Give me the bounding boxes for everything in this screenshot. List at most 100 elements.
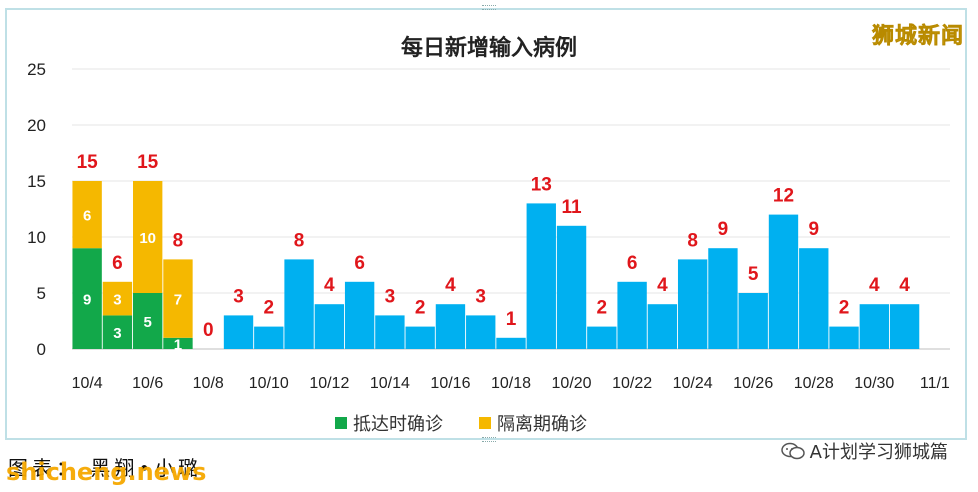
- total-label: 8: [173, 230, 184, 251]
- total-label: 4: [899, 275, 910, 296]
- legend-label: 抵达时确诊: [353, 414, 443, 435]
- x-tick-label: 10/4: [72, 375, 103, 392]
- bar-segment: [72, 248, 102, 349]
- total-label: 3: [475, 286, 486, 307]
- bar-segment: [254, 326, 284, 349]
- total-label: 8: [687, 230, 698, 251]
- bar-segment: [617, 281, 647, 349]
- segment-label: 3: [113, 292, 121, 309]
- legend-item-arrival: 抵达时确诊: [335, 410, 443, 436]
- bar-segment: [133, 181, 163, 293]
- total-label: 0: [203, 320, 214, 341]
- total-label: 6: [112, 253, 123, 274]
- total-label: 13: [531, 174, 552, 195]
- resize-handle-top[interactable]: [482, 5, 496, 10]
- x-tick-label: 10/12: [309, 375, 349, 392]
- total-label: 3: [233, 286, 244, 307]
- total-label: 8: [294, 230, 305, 251]
- total-label: 9: [808, 219, 819, 240]
- bar-segment: [314, 304, 345, 349]
- bar-segment: [435, 304, 466, 349]
- x-tick-label: 10/16: [430, 375, 470, 392]
- bar-segment: [163, 337, 193, 349]
- bar-segment: [466, 315, 496, 349]
- x-tick-label: 10/28: [794, 375, 834, 392]
- bar-segment: [284, 259, 314, 349]
- bar-segment: [829, 326, 859, 349]
- total-label: 4: [324, 275, 335, 296]
- bar-segment: [405, 326, 435, 349]
- total-label: 2: [597, 298, 608, 319]
- bar-segment: [738, 293, 768, 349]
- x-tick-label: 10/24: [673, 375, 713, 392]
- total-label: 11: [562, 197, 583, 218]
- x-tick-label: 11/1: [920, 375, 950, 392]
- segment-label: 5: [144, 314, 152, 331]
- total-label: 1: [506, 309, 517, 330]
- total-label: 2: [415, 298, 426, 319]
- x-tick-label: 10/14: [370, 375, 410, 392]
- bar-segment: [344, 281, 375, 349]
- x-tick-label: 10/10: [249, 375, 289, 392]
- bar-segment: [496, 337, 526, 349]
- total-label: 4: [445, 275, 456, 296]
- bar-segment: [708, 248, 738, 349]
- segment-label: 9: [83, 292, 91, 309]
- x-tick-label: 10/8: [193, 375, 224, 392]
- x-tick-label: 10/26: [733, 375, 773, 392]
- bar-segment: [72, 181, 102, 249]
- bar-segment: [768, 214, 799, 349]
- legend-item-quarantine: 隔离期确诊: [479, 410, 587, 436]
- total-label: 5: [748, 264, 759, 285]
- legend-swatch-yellow: [479, 417, 491, 429]
- bar-segment: [556, 225, 587, 349]
- resize-handle-bottom[interactable]: [482, 437, 496, 442]
- account-name: A计划学习狮城篇: [809, 442, 948, 463]
- bar-segment: [889, 304, 920, 349]
- total-label: 4: [869, 275, 880, 296]
- bar-segment: [102, 281, 133, 316]
- y-tick-label: 10: [27, 228, 46, 247]
- bar-segment: [677, 259, 708, 349]
- bar-segment: [647, 304, 678, 349]
- bar-segment: [799, 248, 829, 349]
- x-tick-label: 10/6: [132, 375, 163, 392]
- y-tick-label: 20: [27, 116, 46, 135]
- total-label: 2: [839, 298, 850, 319]
- bar-segment: [163, 259, 193, 338]
- bar-segment: [102, 315, 133, 349]
- total-label: 6: [627, 253, 638, 274]
- total-label: 6: [354, 253, 365, 274]
- site-watermark: shicheng.news: [6, 458, 207, 486]
- segment-label: 3: [113, 325, 121, 342]
- wechat-icon: [780, 442, 805, 460]
- bar-segment: [223, 315, 254, 349]
- total-label: 15: [137, 152, 159, 173]
- total-label: 4: [657, 275, 668, 296]
- y-tick-label: 15: [27, 172, 46, 191]
- y-tick-label: 25: [27, 60, 46, 79]
- bar-segment: [375, 315, 405, 349]
- legend-label: 隔离期确诊: [497, 414, 587, 435]
- chart-title: 每日新增输入病例: [400, 36, 577, 61]
- segment-label: 6: [83, 208, 91, 225]
- chart-caption: 图表： 黑翔•小璐: [8, 456, 203, 480]
- bar-segment: [133, 293, 163, 349]
- y-tick-label: 0: [37, 340, 46, 359]
- x-tick-label: 10/20: [552, 375, 592, 392]
- bar-segment: [587, 326, 617, 349]
- bar-segment: [859, 304, 889, 349]
- total-label: 9: [718, 219, 729, 240]
- total-label: 2: [264, 298, 275, 319]
- total-label: 15: [77, 152, 99, 173]
- watermark-logo: 狮城新闻: [871, 24, 964, 50]
- bar-segment: [526, 203, 556, 349]
- total-label: 3: [385, 286, 396, 307]
- segment-label: 1: [174, 336, 182, 353]
- y-tick-label: 5: [37, 284, 46, 303]
- legend: 抵达时确诊 隔离期确诊: [335, 410, 587, 436]
- x-tick-label: 10/18: [491, 375, 531, 392]
- chart-frame: [5, 8, 967, 440]
- account-tag: A计划学习狮城篇: [780, 438, 948, 464]
